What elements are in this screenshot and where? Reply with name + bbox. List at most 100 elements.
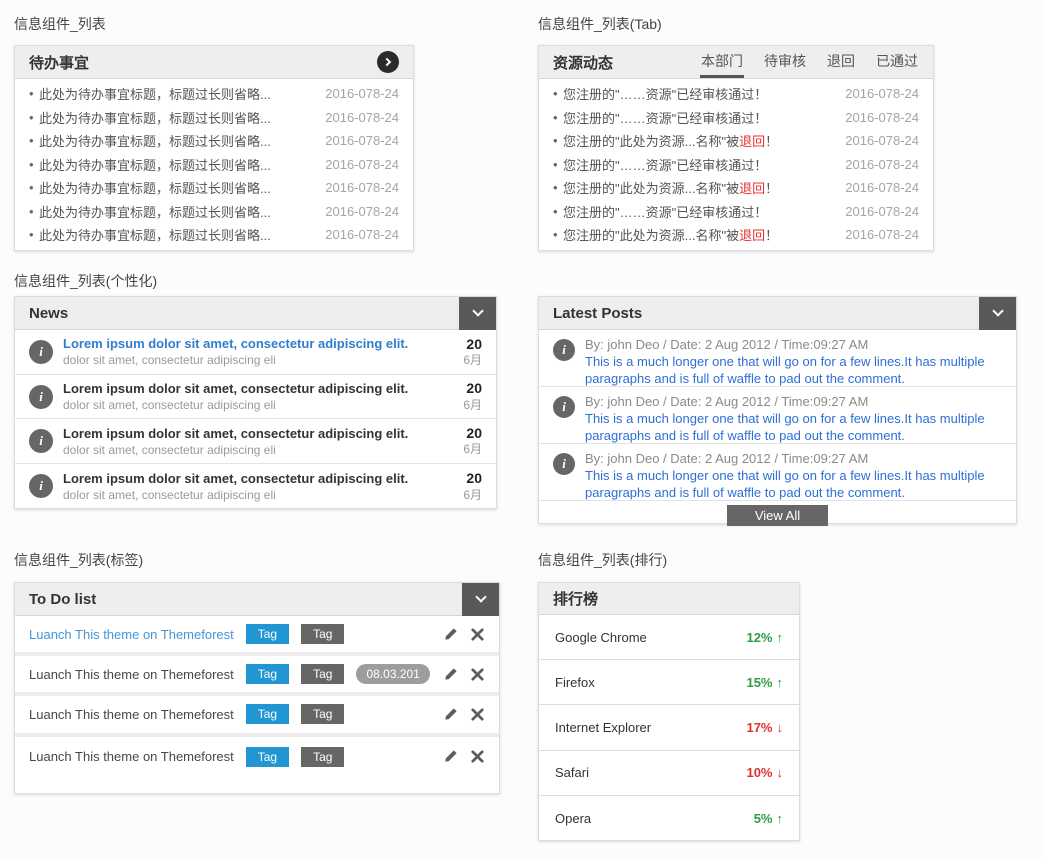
news-panel-header: News (15, 296, 496, 330)
item-text: 此处为待办事宜标题，标题过长则省略... (39, 134, 271, 150)
todo-item-link[interactable]: Luanch This theme on Themeforest (29, 749, 234, 765)
bullet-icon (553, 110, 563, 125)
row-actions (443, 707, 485, 722)
item-text-suffix: ！ (765, 134, 779, 150)
info-circle-icon (29, 474, 53, 499)
ranking-item-name: Firefox (555, 674, 595, 690)
news-item[interactable]: Lorem ipsum dolor sit amet, consectetur … (15, 330, 496, 375)
todo-list: 此处为待办事宜标题，标题过长则省略... 2016-078-24 此处为待办事宜… (15, 79, 413, 247)
pencil-icon[interactable] (443, 627, 458, 642)
post-item[interactable]: By: john Deo / Date: 2 Aug 2012 / Time:0… (539, 387, 1016, 444)
tag-badge-blue[interactable]: Tag (245, 664, 290, 685)
close-icon[interactable] (470, 627, 485, 642)
news-item-day: 20 (466, 424, 482, 441)
news-item-text: Lorem ipsum dolor sit amet, consectetur … (63, 336, 453, 367)
chevron-down-icon[interactable] (979, 296, 1016, 330)
tag-badge-blue[interactable]: Tag (245, 624, 290, 645)
info-circle-icon (553, 396, 575, 418)
news-item[interactable]: Lorem ipsum dolor sit amet, consectetur … (15, 375, 496, 420)
list-item[interactable]: 您注册的"……资源"已经审核通过！ 2016-078-24 (539, 106, 933, 130)
item-text: 此处为待办事宜标题，标题过长则省略... (39, 204, 271, 220)
list-item[interactable]: 此处为待办事宜标题，标题过长则省略... 2016-078-24 (15, 153, 413, 177)
news-item[interactable]: Lorem ipsum dolor sit amet, consectetur … (15, 464, 496, 509)
tab-approved[interactable]: 已通过 (876, 53, 918, 69)
todo-tag-item: Luanch This theme on Themeforest Tag Tag (15, 696, 499, 737)
pencil-icon[interactable] (443, 667, 458, 682)
news-item[interactable]: Lorem ipsum dolor sit amet, consectetur … (15, 419, 496, 465)
bullet-icon (29, 180, 39, 195)
close-icon[interactable] (470, 707, 485, 722)
info-circle-icon (29, 339, 53, 364)
list-item[interactable]: 您注册的"此处为资源...名称"被退回！ 2016-078-24 (539, 129, 933, 153)
post-item-body[interactable]: This is a much longer one that will go o… (585, 354, 985, 386)
news-item-subtitle: dolor sit amet, consectetur adipiscing e… (63, 442, 276, 457)
news-item-title[interactable]: Lorem ipsum dolor sit amet, consectetur … (63, 336, 409, 352)
list-item[interactable]: 此处为待办事宜标题，标题过长则省略... 2016-078-24 (15, 176, 413, 200)
todo-item-link[interactable]: Luanch This theme on Themeforest (29, 626, 234, 642)
list-item[interactable]: 您注册的"……资源"已经审核通过！ 2016-078-24 (539, 82, 933, 106)
news-item-title[interactable]: Lorem ipsum dolor sit amet, consectetur … (63, 470, 409, 486)
view-all-button[interactable]: View All (726, 504, 829, 526)
post-item-body[interactable]: This is a much longer one that will go o… (585, 411, 985, 443)
list-item[interactable]: 此处为待办事宜标题，标题过长则省略... 2016-078-24 (15, 106, 413, 130)
ranking-percent: 15% (746, 674, 773, 690)
row-actions (443, 667, 485, 682)
todo-tag-item: Luanch This theme on Themeforest Tag Tag (15, 616, 499, 657)
bullet-icon (29, 110, 39, 125)
todo-tags-panel-title: To Do list (29, 590, 97, 608)
pencil-icon[interactable] (443, 707, 458, 722)
tag-badge-gray[interactable]: Tag (301, 624, 345, 645)
tab-returned[interactable]: 退回 (827, 53, 855, 69)
news-item-title[interactable]: Lorem ipsum dolor sit amet, consectetur … (63, 425, 409, 441)
bullet-icon (553, 204, 563, 219)
news-item-title[interactable]: Lorem ipsum dolor sit amet, consectetur … (63, 381, 409, 397)
todo-tags-panel-header: To Do list (15, 582, 499, 616)
close-icon[interactable] (470, 749, 485, 764)
post-item-text: By: john Deo / Date: 2 Aug 2012 / Time:0… (585, 451, 1002, 502)
item-date: 2016-078-24 (325, 156, 399, 172)
tag-badge-gray[interactable]: Tag (301, 704, 345, 725)
tag-badge-blue[interactable]: Tag (245, 704, 290, 725)
todo-item-link[interactable]: Luanch This theme on Themeforest (29, 706, 234, 722)
tab-pending-review[interactable]: 待审核 (764, 53, 806, 69)
posts-panel-title: Latest Posts (553, 304, 643, 322)
list-item[interactable]: 您注册的"此处为资源...名称"被退回！ 2016-078-24 (539, 223, 933, 247)
item-date: 2016-078-24 (845, 227, 919, 243)
section-label-list-tags: 信息组件_列表(标签) (14, 552, 144, 568)
pencil-icon[interactable] (443, 749, 458, 764)
item-date: 2016-078-24 (845, 180, 919, 196)
post-item[interactable]: By: john Deo / Date: 2 Aug 2012 / Time:0… (539, 330, 1016, 387)
todo-tags-panel: To Do list Luanch This theme on Themefor… (14, 582, 500, 794)
ranking-item-value: 15% ↑ (746, 675, 783, 690)
ranking-percent: 17% (746, 719, 773, 735)
item-text-suffix: ！ (765, 181, 779, 197)
list-item[interactable]: 您注册的"此处为资源...名称"被退回！ 2016-078-24 (539, 176, 933, 200)
bullet-icon (553, 157, 563, 172)
bullet-icon (29, 204, 39, 219)
post-item-body[interactable]: This is a much longer one that will go o… (585, 468, 985, 500)
item-text-prefix: 您注册的"……资源"已经审核通过！ (563, 87, 768, 103)
close-icon[interactable] (470, 667, 485, 682)
list-item[interactable]: 此处为待办事宜标题，标题过长则省略... 2016-078-24 (15, 223, 413, 247)
post-item-meta: By: john Deo / Date: 2 Aug 2012 / Time:0… (585, 394, 869, 409)
tag-badge-gray[interactable]: Tag (301, 746, 345, 767)
tab-current-dept[interactable]: 本部门 (700, 44, 744, 78)
list-item[interactable]: 此处为待办事宜标题，标题过长则省略... 2016-078-24 (15, 82, 413, 106)
list-item[interactable]: 您注册的"……资源"已经审核通过！ 2016-078-24 (539, 153, 933, 177)
arrow-circle-right-icon[interactable] (377, 51, 399, 73)
ranking-item-value: 10% ↓ (746, 765, 783, 780)
list-item[interactable]: 此处为待办事宜标题，标题过长则省略... 2016-078-24 (15, 129, 413, 153)
tag-badge-gray[interactable]: Tag (301, 664, 345, 685)
chevron-down-icon[interactable] (462, 582, 499, 616)
news-item-day: 20 (466, 470, 482, 487)
posts-panel-header: Latest Posts (539, 296, 1016, 330)
tag-badge-blue[interactable]: Tag (245, 746, 290, 767)
list-item[interactable]: 此处为待办事宜标题，标题过长则省略... 2016-078-24 (15, 200, 413, 224)
news-item-subtitle: dolor sit amet, consectetur adipiscing e… (63, 353, 276, 368)
ranking-percent: 10% (746, 765, 773, 781)
post-item[interactable]: By: john Deo / Date: 2 Aug 2012 / Time:0… (539, 444, 1016, 501)
row-actions (443, 749, 485, 764)
todo-item-link[interactable]: Luanch This theme on Themeforest (29, 666, 234, 682)
list-item[interactable]: 您注册的"……资源"已经审核通过！ 2016-078-24 (539, 200, 933, 224)
chevron-down-icon[interactable] (459, 296, 496, 330)
